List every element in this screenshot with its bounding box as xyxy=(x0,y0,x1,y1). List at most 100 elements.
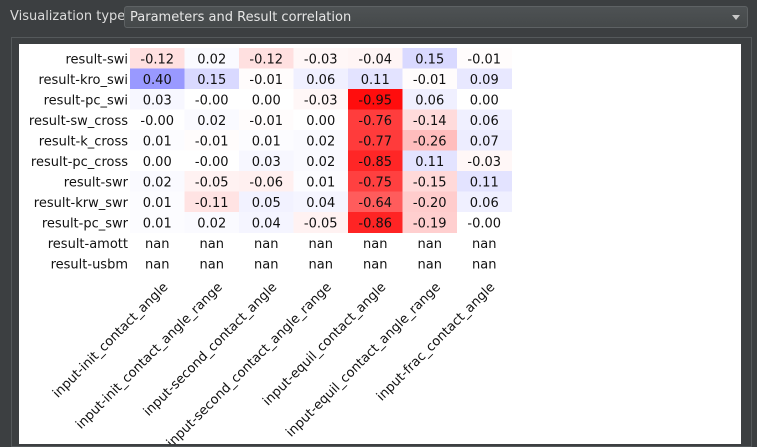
cell-value-label: 0.02 xyxy=(197,216,226,231)
heatmap-cell xyxy=(348,130,403,151)
toolbar: Visualization type: Parameters and Resul… xyxy=(0,0,757,36)
cell-value-label: -0.76 xyxy=(358,114,392,129)
cell-value-label: 0.01 xyxy=(143,196,172,211)
cell-value-label: -0.00 xyxy=(140,114,174,129)
heatmap-cell xyxy=(293,150,349,172)
cell-value-label: 0.02 xyxy=(306,155,335,170)
cell-value-label: 0.00 xyxy=(306,114,335,129)
cell-value-label: -0.11 xyxy=(195,196,229,211)
visualization-type-dropdown[interactable]: Parameters and Result correlation xyxy=(124,6,748,28)
cell-value-label: nan xyxy=(145,237,169,252)
heatmap-cell xyxy=(402,171,458,192)
cell-value-label: nan xyxy=(145,257,169,272)
heatmap-cell xyxy=(293,68,349,90)
heatmap-cell xyxy=(184,171,240,192)
heatmap-cell xyxy=(239,212,294,233)
heatmap-cell xyxy=(402,150,458,172)
cell-value-label: 0.00 xyxy=(470,93,499,108)
cell-value-label: -0.14 xyxy=(413,114,447,129)
heatmap-cell xyxy=(184,212,240,233)
cell-value-label: -0.12 xyxy=(140,52,174,67)
heatmap-cell xyxy=(239,109,294,131)
heatmap-cell xyxy=(293,212,349,233)
cell-value-label: 0.11 xyxy=(470,175,499,190)
heatmap-cell xyxy=(348,212,403,233)
cell-value-label: -0.04 xyxy=(358,52,392,67)
heatmap-cell xyxy=(130,191,185,213)
cell-value-label: 0.01 xyxy=(143,134,172,149)
row-label-result-pc-swi: result-pc_swi xyxy=(44,93,128,108)
heatmap-cell xyxy=(348,109,403,131)
heatmap-cell xyxy=(130,109,185,131)
heatmap-cell xyxy=(293,191,349,213)
cell-value-label: -0.03 xyxy=(304,93,338,108)
heatmap-cell xyxy=(184,150,240,172)
cell-value-label: -0.03 xyxy=(467,155,501,170)
cell-value-label: -0.64 xyxy=(358,196,392,211)
cell-value-label: nan xyxy=(254,257,278,272)
heatmap-cell xyxy=(457,171,512,192)
cell-value-label: -0.95 xyxy=(358,93,392,108)
cell-value-label: 0.03 xyxy=(143,93,172,108)
heatmap-cell xyxy=(184,48,240,69)
cell-value-label: nan xyxy=(363,257,387,272)
cell-value-label: nan xyxy=(418,257,442,272)
cell-value-label: 0.04 xyxy=(252,216,281,231)
cell-value-label: -0.26 xyxy=(413,134,447,149)
cell-value-label: -0.00 xyxy=(195,93,229,108)
cell-value-label: nan xyxy=(472,257,496,272)
heatmap-cell xyxy=(348,68,403,90)
heatmap-cell xyxy=(402,89,458,110)
heatmap-cell xyxy=(239,68,294,90)
heatmap-cell xyxy=(184,109,240,131)
cell-value-label: 0.05 xyxy=(252,196,281,211)
heatmap-cell xyxy=(402,212,458,233)
cell-value-label: 0.09 xyxy=(470,73,499,88)
cell-value-label: nan xyxy=(309,257,333,272)
heatmap-cell xyxy=(293,89,349,110)
cell-value-label: nan xyxy=(472,237,496,252)
heatmap-cell xyxy=(130,68,185,90)
visualization-type-label: Visualization type: xyxy=(10,9,130,24)
cell-value-label: -0.01 xyxy=(249,73,283,88)
cell-value-label: -0.01 xyxy=(195,134,229,149)
row-label-result-pc-cross: result-pc_cross xyxy=(31,155,128,170)
heatmap-cell xyxy=(184,130,240,151)
heatmap-cell xyxy=(184,191,240,213)
cell-value-label: -0.05 xyxy=(304,216,338,231)
heatmap-cell xyxy=(293,130,349,151)
cell-value-label: 0.02 xyxy=(197,114,226,129)
cell-value-label: -0.00 xyxy=(195,155,229,170)
row-label-result-amott: result-amott xyxy=(48,237,128,252)
heatmap-cell xyxy=(348,171,403,192)
heatmap-cell xyxy=(402,68,458,90)
cell-value-label: 0.15 xyxy=(197,73,226,88)
heatmap-cell xyxy=(457,48,512,69)
cell-value-label: -0.01 xyxy=(467,52,501,67)
cell-value-label: 0.11 xyxy=(361,73,390,88)
heatmap-cell xyxy=(402,109,458,131)
cell-value-label: 0.02 xyxy=(306,134,335,149)
cell-value-label: -0.15 xyxy=(413,175,447,190)
chevron-down-icon[interactable] xyxy=(732,15,740,20)
cell-value-label: -0.00 xyxy=(467,216,501,231)
cell-value-label: -0.06 xyxy=(249,175,283,190)
heatmap-cell xyxy=(348,48,403,69)
cell-value-label: -0.75 xyxy=(358,175,392,190)
cell-value-label: 0.02 xyxy=(197,52,226,67)
heatmap-cells: -0.12 0.02 -0.12 -0.03 -0.04 0.15 -0.01 0.40 0.1… xyxy=(130,48,512,272)
row-labels: result-swi result-kro_swi result-pc_swires… xyxy=(29,52,129,272)
cell-value-label: 0.00 xyxy=(143,155,172,170)
heatmap-cell xyxy=(348,89,403,110)
row-label-result-usbm: result-usbm xyxy=(51,257,128,272)
heatmap-cell xyxy=(239,150,294,172)
heatmap-cell xyxy=(239,191,294,213)
heatmap-cell xyxy=(293,171,349,192)
column-labels: input-init_contact_angleinput-init_conta… xyxy=(50,280,498,444)
heatmap-cell xyxy=(457,89,512,110)
cell-value-label: 0.06 xyxy=(470,114,499,129)
heatmap-cell xyxy=(402,191,458,213)
cell-value-label: 0.02 xyxy=(143,175,172,190)
cell-value-label: nan xyxy=(200,257,224,272)
row-label-result-swi: result-swi xyxy=(66,52,129,67)
